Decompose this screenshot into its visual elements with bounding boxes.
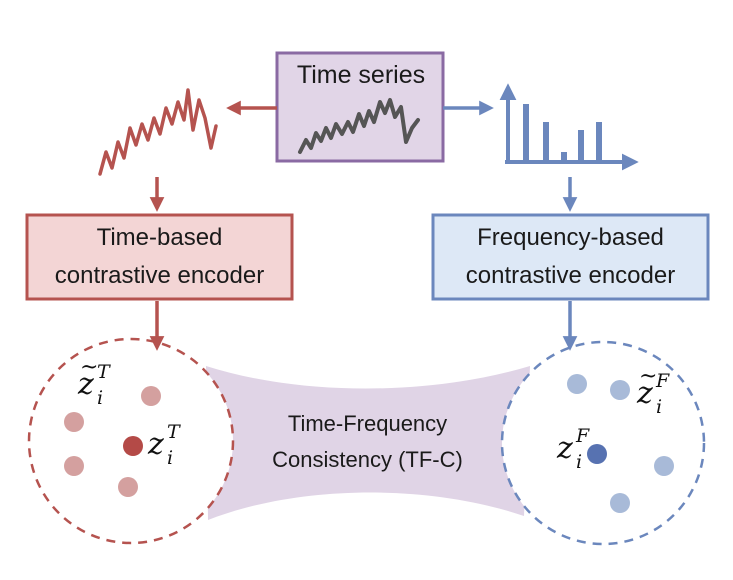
math-base: z [148, 427, 164, 462]
frequency-encoder-label: Frequency-based contrastive encoder [432, 214, 709, 300]
time-embedding-dot [118, 477, 138, 497]
frequency-embedding-points [567, 374, 674, 513]
time-embedding-dot [64, 412, 84, 432]
consistency-region [206, 366, 530, 520]
consistency-line2: Consistency (TF-C) [272, 447, 463, 472]
frequency-encoder-box [431, 213, 710, 301]
consistency-line1: Time-Frequency [287, 411, 448, 436]
math-superscript: F [656, 370, 670, 392]
time-embedding-dot [64, 456, 84, 476]
time-series-signal [298, 98, 420, 154]
math-superscript: F [576, 425, 590, 447]
math-superscript: T [97, 361, 110, 383]
time-encoder-line2: contrastive encoder [54, 262, 265, 289]
frequency-embedding-dot [610, 493, 630, 513]
frequency-encoder-line2: contrastive encoder [465, 262, 676, 289]
math-subscript: i [97, 387, 104, 409]
frequency-spectrum [499, 83, 639, 171]
time-domain-signal [98, 88, 218, 176]
math-subscript: i [167, 447, 174, 469]
math-subscript: i [656, 396, 663, 418]
time-embedding-anchor-dot [123, 436, 143, 456]
time-encoder-box [25, 213, 294, 301]
math-base: z [78, 367, 94, 402]
time-series-label: Time series [278, 58, 444, 92]
frequency-embedding-dot [654, 456, 674, 476]
frequency-embedding-dot [567, 374, 587, 394]
math-superscript: T [167, 421, 180, 443]
time-series-title: Time series [296, 60, 426, 89]
math-subscript: i [576, 451, 583, 473]
math-base: z [557, 431, 573, 466]
tilde-accent: ~ [80, 355, 99, 380]
consistency-label: Time-Frequency Consistency (TF-C) [225, 402, 510, 482]
frequency-latent-space [500, 340, 706, 546]
frequency-embedding-anchor-dot [587, 444, 607, 464]
time-encoder-label: Time-based contrastive encoder [26, 214, 293, 300]
frequency-embedding-dot [610, 380, 630, 400]
time-embedding-points [64, 386, 161, 497]
math-base: z [637, 376, 653, 411]
time-embedding-dot [141, 386, 161, 406]
tilde-accent: ~ [639, 364, 658, 389]
frequency-encoder-line1: Frequency-based [477, 224, 664, 251]
time-encoder-line1: Time-based [96, 224, 223, 251]
